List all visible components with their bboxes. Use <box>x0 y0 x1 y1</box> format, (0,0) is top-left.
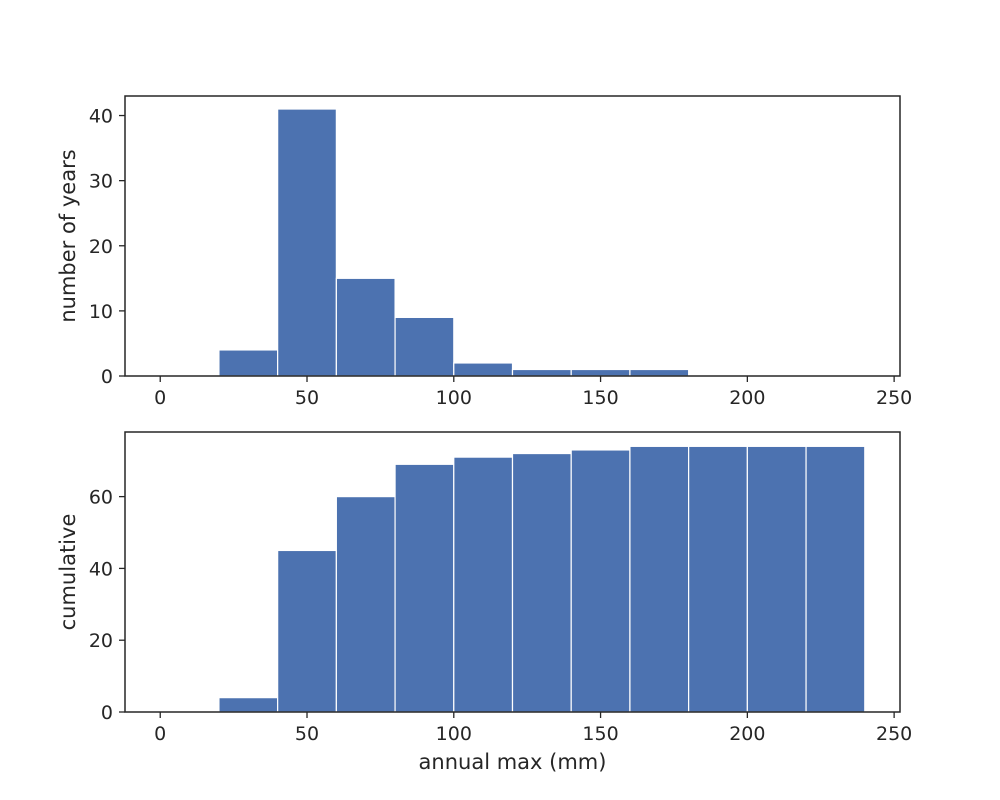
x-axis-label: annual max (mm) <box>419 750 607 774</box>
x-tick-label: 50 <box>295 723 319 745</box>
y-tick-label: 20 <box>89 630 113 652</box>
y-tick-label: 40 <box>89 106 113 128</box>
bar <box>453 456 514 713</box>
bar <box>218 349 279 377</box>
bar <box>511 368 572 377</box>
x-tick-label: 100 <box>436 723 472 745</box>
bar <box>629 445 690 713</box>
cumulative-panel: 0 50 100 150 200 250 0 20 40 60 cumulative annual m… <box>56 431 912 774</box>
bar <box>277 549 337 713</box>
x-tick-label: 150 <box>582 387 618 409</box>
x-tick-label: 0 <box>154 723 166 745</box>
x-tick-label: 250 <box>876 723 912 745</box>
y-axis-label: cumulative <box>56 514 80 631</box>
histogram-panel: 0 50 100 150 200 250 0 10 20 30 40 number of years <box>56 95 912 409</box>
x-tick-label: 50 <box>295 387 319 409</box>
bar <box>335 496 396 713</box>
bar <box>394 463 455 713</box>
x-tick-label: 100 <box>436 387 472 409</box>
y-tick-label: 0 <box>101 702 113 724</box>
bar <box>218 697 279 713</box>
x-tick-label: 200 <box>729 387 765 409</box>
y-tick-label: 20 <box>89 236 113 258</box>
x-tick-label: 200 <box>729 723 765 745</box>
bar <box>629 368 690 377</box>
y-axis-label: number of years <box>56 149 80 322</box>
bar <box>805 445 866 713</box>
bar <box>277 108 337 377</box>
bar <box>746 445 807 713</box>
bar <box>570 368 631 377</box>
bar <box>570 449 631 713</box>
bar <box>688 445 748 713</box>
y-tick-label: 0 <box>101 366 113 388</box>
bar <box>453 362 514 377</box>
y-tick-label: 10 <box>89 301 113 323</box>
bar <box>511 452 572 713</box>
bar <box>335 277 396 377</box>
axes-frame <box>124 95 901 377</box>
y-tick-label: 60 <box>89 487 113 509</box>
x-tick-label: 0 <box>154 387 166 409</box>
y-tick-label: 30 <box>89 171 113 193</box>
x-tick-label: 250 <box>876 387 912 409</box>
bar <box>394 316 455 377</box>
x-tick-label: 150 <box>582 723 618 745</box>
axes-frame <box>124 431 901 713</box>
y-tick-label: 40 <box>89 558 113 580</box>
